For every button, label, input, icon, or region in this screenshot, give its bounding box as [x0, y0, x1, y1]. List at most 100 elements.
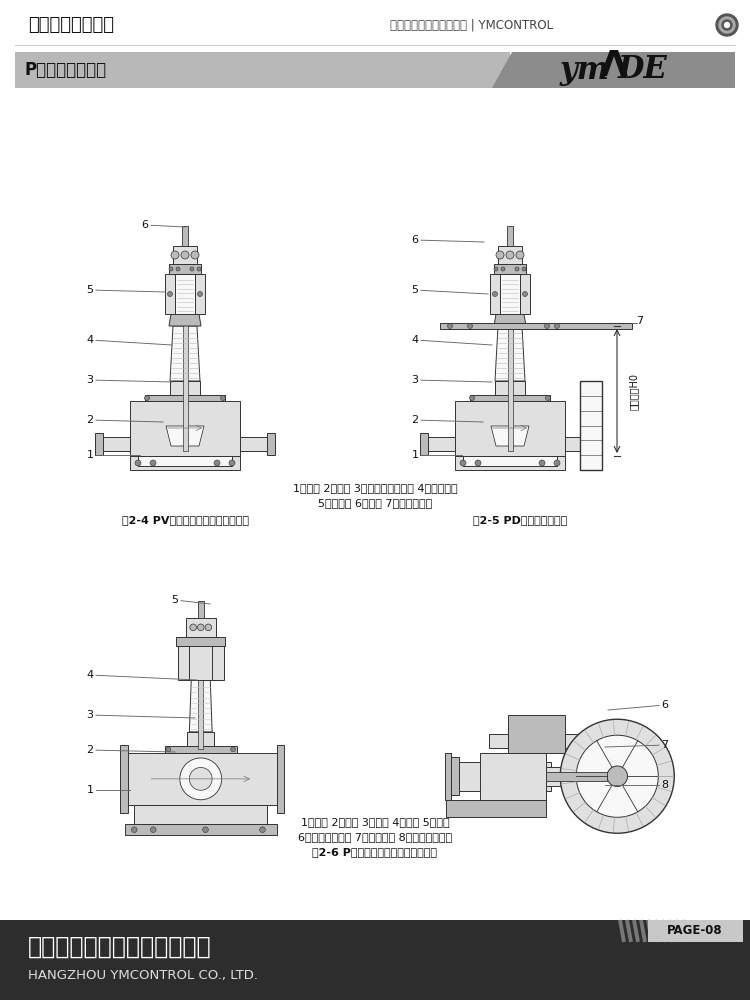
Text: 2: 2: [412, 415, 419, 425]
Text: 直行程调节阀系列: 直行程调节阀系列: [28, 16, 114, 34]
Circle shape: [151, 827, 156, 833]
Circle shape: [448, 324, 452, 328]
Text: 6: 6: [662, 700, 668, 710]
Polygon shape: [455, 401, 565, 456]
Text: 控制阀、减压阀选型手册 | YMCONTROL: 控制阀、减压阀选型手册 | YMCONTROL: [390, 18, 553, 31]
Polygon shape: [463, 456, 557, 466]
Polygon shape: [15, 52, 510, 88]
Circle shape: [205, 624, 212, 631]
Polygon shape: [166, 426, 204, 446]
Circle shape: [169, 267, 173, 271]
Circle shape: [214, 460, 220, 466]
Circle shape: [560, 719, 674, 833]
Circle shape: [460, 460, 466, 466]
Polygon shape: [440, 323, 632, 329]
Text: 7: 7: [637, 316, 644, 326]
Circle shape: [131, 827, 137, 833]
Text: 3: 3: [412, 375, 419, 385]
FancyBboxPatch shape: [198, 601, 203, 618]
Circle shape: [189, 767, 212, 790]
FancyBboxPatch shape: [495, 381, 525, 395]
Circle shape: [576, 735, 658, 817]
Polygon shape: [240, 437, 275, 451]
Text: 3: 3: [86, 710, 94, 720]
Text: 杭州冨阳永明控制阀有限公司: 杭州冨阳永明控制阀有限公司: [28, 935, 211, 959]
Text: 4: 4: [412, 335, 419, 345]
Circle shape: [554, 324, 560, 328]
Circle shape: [545, 395, 550, 400]
Text: 1: 1: [412, 450, 419, 460]
Polygon shape: [169, 264, 201, 274]
Polygon shape: [130, 456, 240, 470]
Text: 4: 4: [86, 670, 94, 680]
Polygon shape: [520, 274, 530, 314]
Polygon shape: [490, 274, 500, 314]
Polygon shape: [495, 326, 525, 381]
Text: 1、阀体 2、阀座 3、阀芯 4、阀盖 5、填料: 1、阀体 2、阀座 3、阀芯 4、阀盖 5、填料: [301, 817, 449, 827]
FancyBboxPatch shape: [500, 274, 520, 314]
Circle shape: [470, 395, 475, 400]
Polygon shape: [120, 753, 277, 805]
Polygon shape: [492, 52, 735, 88]
Text: 保温长度H0: 保温长度H0: [629, 372, 639, 410]
Circle shape: [493, 292, 497, 296]
Text: 5: 5: [412, 285, 419, 295]
Circle shape: [167, 292, 172, 296]
Circle shape: [494, 267, 498, 271]
FancyBboxPatch shape: [507, 226, 513, 246]
Polygon shape: [170, 326, 200, 381]
Text: DE: DE: [618, 54, 668, 86]
Text: 7: 7: [662, 740, 668, 750]
FancyBboxPatch shape: [175, 274, 195, 314]
Polygon shape: [455, 456, 565, 470]
Polygon shape: [456, 762, 550, 790]
Polygon shape: [491, 426, 529, 446]
Circle shape: [722, 20, 732, 30]
Text: ym: ym: [560, 54, 610, 86]
Text: 1: 1: [86, 785, 94, 795]
Text: 3: 3: [86, 375, 94, 385]
Circle shape: [554, 460, 560, 466]
Circle shape: [724, 22, 730, 27]
Circle shape: [516, 251, 524, 259]
Text: 5、上阀盖 6、填料 7、冷箱安装板: 5、上阀盖 6、填料 7、冷箱安装板: [318, 498, 432, 508]
Polygon shape: [420, 433, 428, 455]
FancyBboxPatch shape: [182, 226, 188, 246]
Text: HANGZHOU YMCONTROL CO., LTD.: HANGZHOU YMCONTROL CO., LTD.: [28, 970, 258, 982]
Polygon shape: [451, 757, 458, 795]
Text: 图2-5 PD型低温型调节阀: 图2-5 PD型低温型调节阀: [472, 515, 567, 525]
Polygon shape: [546, 767, 570, 786]
Circle shape: [181, 251, 189, 259]
FancyBboxPatch shape: [170, 381, 200, 395]
FancyBboxPatch shape: [198, 638, 203, 749]
Polygon shape: [165, 746, 237, 753]
Polygon shape: [95, 433, 103, 455]
Circle shape: [506, 251, 514, 259]
Circle shape: [544, 324, 550, 328]
Polygon shape: [508, 714, 565, 752]
Text: 1、阀体 2、阀座 3、阀芯波纹管部件 4、阀盖部件: 1、阀体 2、阀座 3、阀芯波纹管部件 4、阀盖部件: [292, 483, 458, 493]
Circle shape: [176, 267, 180, 271]
Circle shape: [191, 251, 199, 259]
Polygon shape: [169, 314, 201, 326]
FancyBboxPatch shape: [508, 301, 512, 451]
Circle shape: [190, 624, 196, 631]
Text: 5: 5: [172, 595, 178, 605]
Circle shape: [523, 292, 527, 296]
Text: 2: 2: [86, 415, 94, 425]
Polygon shape: [212, 646, 223, 680]
Polygon shape: [479, 752, 546, 800]
Text: 1: 1: [86, 450, 94, 460]
Circle shape: [197, 267, 201, 271]
Circle shape: [180, 758, 222, 800]
Polygon shape: [176, 637, 226, 646]
Circle shape: [197, 292, 202, 296]
Circle shape: [607, 766, 628, 787]
Polygon shape: [178, 646, 189, 680]
Circle shape: [467, 324, 472, 328]
FancyBboxPatch shape: [580, 381, 602, 470]
Circle shape: [229, 460, 235, 466]
Polygon shape: [185, 618, 216, 637]
Text: Λ: Λ: [600, 49, 628, 83]
Circle shape: [475, 460, 481, 466]
